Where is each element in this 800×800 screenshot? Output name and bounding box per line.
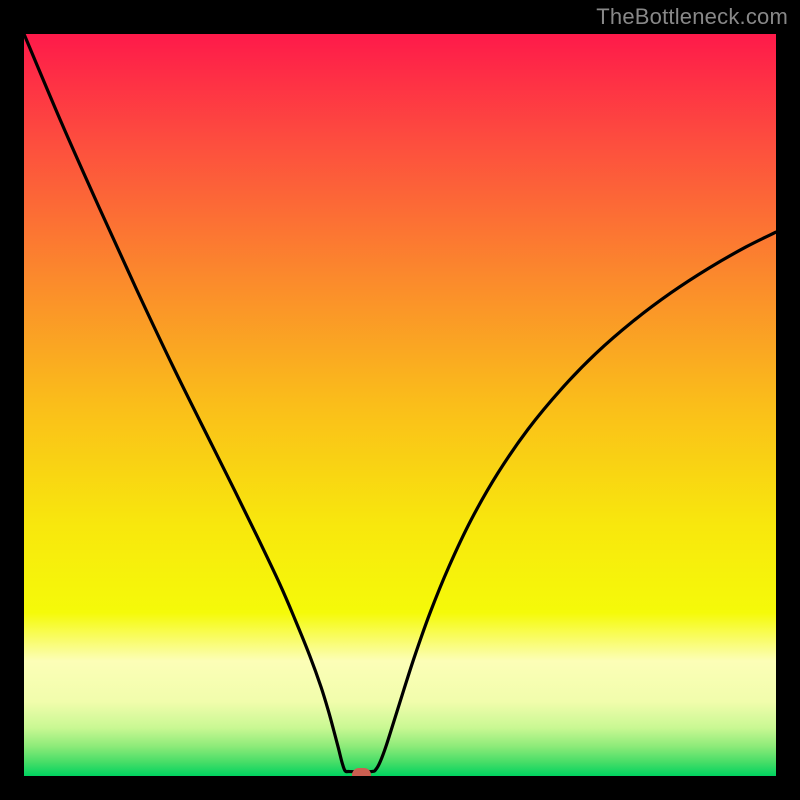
gradient-background	[24, 34, 776, 776]
border-left	[0, 0, 24, 800]
plot-area	[24, 34, 776, 776]
border-right	[776, 0, 800, 800]
bottleneck-curve-svg	[24, 34, 776, 776]
chart-container: TheBottleneck.com	[0, 0, 800, 800]
border-bottom	[0, 776, 800, 800]
watermark-text: TheBottleneck.com	[596, 4, 788, 30]
